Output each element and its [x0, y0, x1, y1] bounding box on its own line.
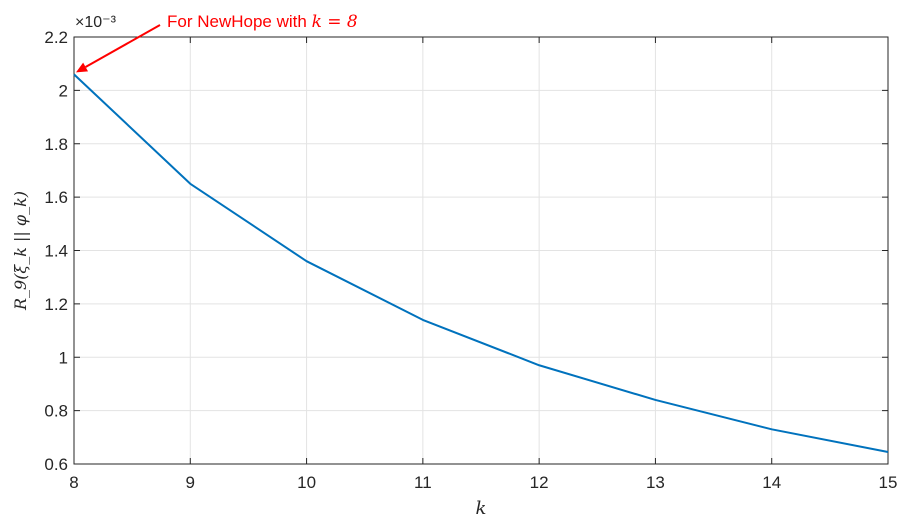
y-tick-label: 0.6: [44, 455, 68, 474]
y-exponent-label: ×10⁻³: [75, 14, 117, 31]
annotation-text: For NewHope with k = 8: [167, 12, 358, 32]
x-tick-label: 14: [762, 473, 781, 492]
x-axis-label: k: [476, 498, 487, 519]
x-tick-label: 15: [879, 473, 898, 492]
x-tick-label: 10: [297, 473, 316, 492]
annotation: For NewHope with k = 8: [76, 12, 358, 73]
annotation-arrow-head: [76, 62, 89, 73]
y-tick-label: 2: [59, 81, 68, 100]
y-axis-label: R_9(ξ_k || φ_k): [11, 191, 30, 311]
series-group: [73, 73, 889, 453]
y-tick-label: 1: [59, 348, 68, 367]
y-tick-label: 0.8: [44, 402, 68, 421]
x-tick-label: 11: [414, 473, 432, 492]
grid-lines: [73, 36, 889, 465]
annotation-math: k = 8: [312, 12, 358, 32]
series-line: [73, 73, 889, 453]
y-tick-label: 1.4: [44, 242, 68, 261]
annotation-prefix: For NewHope with: [167, 12, 312, 31]
x-tick-label: 8: [69, 473, 78, 492]
y-tick-label: 2.2: [44, 28, 68, 47]
x-tick-label: 9: [186, 473, 195, 492]
y-tick-label: 1.6: [44, 188, 68, 207]
y-tick-label: 1.8: [44, 135, 68, 154]
x-tick-label: 13: [646, 473, 665, 492]
x-tick-label: 12: [530, 473, 549, 492]
axis-ticks: 8 9 10 11 12 13 14 15 0.6 0.8 1 1.2 1.4 1.6 1.8 2 2.2: [44, 28, 897, 492]
y-axis-label-text: R_9(ξ_k || φ_k): [11, 191, 30, 311]
y-tick-label: 1.2: [44, 295, 68, 314]
annotation-arrow-line: [85, 24, 161, 68]
